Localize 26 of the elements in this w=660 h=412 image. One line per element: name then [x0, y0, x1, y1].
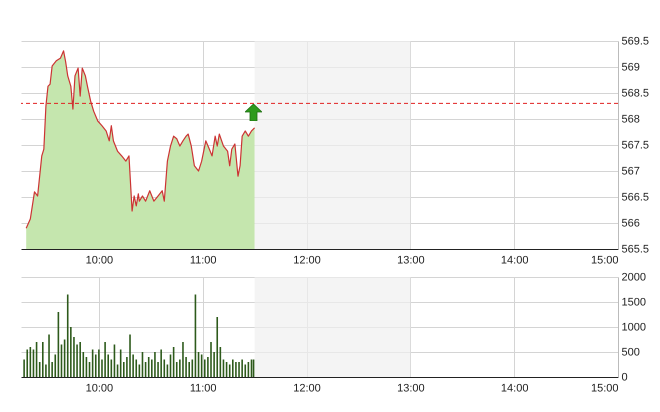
x-tick-label: 15:00	[590, 254, 618, 266]
y-tick-label: 2000	[622, 272, 646, 284]
y-tick-label: 565.5	[622, 244, 650, 256]
y-tick-label: 500	[622, 346, 640, 358]
y-tick-label: 566.5	[622, 192, 650, 204]
y-tick-label: 568.5	[622, 88, 650, 100]
x-tick-label: 11:00	[190, 382, 217, 394]
x-tick-label: 14:00	[500, 382, 528, 394]
x-tick-label: 12:00	[293, 382, 321, 394]
y-tick-label: 567.5	[622, 140, 650, 152]
x-tick-label: 15:00	[590, 382, 618, 394]
y-tick-label: 1500	[622, 296, 646, 308]
x-tick-label: 10:00	[86, 382, 114, 394]
x-tick-label: 13:00	[397, 382, 425, 394]
y-tick-label: 0	[622, 372, 628, 384]
x-tick-label: 10:00	[86, 254, 114, 266]
y-tick-label: 569	[622, 62, 640, 74]
x-tick-label: 12:00	[293, 254, 321, 266]
x-tick-label: 11:00	[190, 254, 217, 266]
y-tick-label: 1000	[622, 322, 646, 334]
y-tick-label: 567	[622, 166, 640, 178]
y-tick-label: 568	[622, 114, 640, 126]
x-tick-label: 14:00	[500, 254, 528, 266]
x-tick-label: 13:00	[397, 254, 425, 266]
y-tick-label: 566	[622, 218, 640, 230]
y-tick-label: 569.5	[622, 36, 650, 48]
